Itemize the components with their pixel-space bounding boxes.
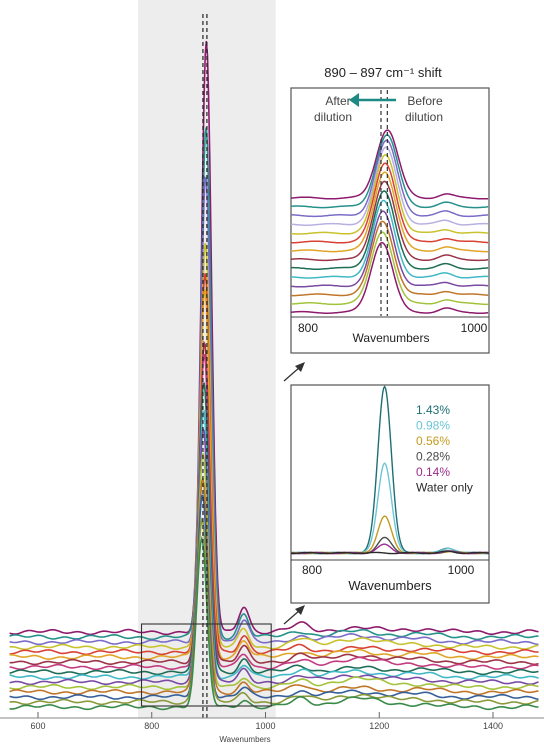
spectrum-line (9, 409, 539, 680)
callout-arrowhead (295, 362, 305, 372)
x-tick-label: 800 (144, 721, 159, 731)
spectrum-line (9, 340, 539, 666)
legend-entry: 0.28% (416, 450, 450, 464)
inset-marker-lines (380, 90, 388, 316)
x-axis-label: Wavenumbers (219, 735, 270, 744)
inset-concentration-spectra (290, 385, 490, 555)
legend-entry: 0.56% (416, 434, 450, 448)
inset-spectra (290, 129, 489, 314)
zoom-region-box (140, 623, 272, 707)
before-dilution-label: Before (407, 94, 443, 108)
before-dilution-label-line2: dilution (405, 110, 443, 124)
x-tick-label: 1400 (483, 721, 503, 731)
inset-spectrum-line (290, 199, 489, 279)
inset-spectrum-line (290, 146, 489, 226)
inset-spectrum-line (290, 171, 489, 253)
after-dilution-label-line2: dilution (314, 110, 352, 124)
main-spectra (9, 40, 539, 711)
inset-spectrum-line (290, 180, 489, 262)
arrow-head (349, 93, 359, 107)
legend: 1.43% 0.98% 0.56% 0.28% 0.14% Water only (416, 403, 473, 495)
legend-entry: 1.43% (416, 403, 450, 417)
callout-arrowhead (295, 605, 305, 615)
spectrum-line (9, 175, 539, 646)
spectrum-line (9, 494, 539, 701)
spectrum-line (9, 354, 539, 671)
main-marker-lines (202, 14, 208, 718)
spectrum-line (9, 289, 539, 661)
spectrum-line (9, 475, 539, 696)
inset-tick-label: 1000 (448, 563, 475, 577)
inset-spectrum-line (291, 190, 489, 270)
x-tick-label: 600 (30, 721, 45, 731)
spectrum-line (9, 517, 539, 706)
x-axis-ticks: 600 800 1000 1200 1400 (30, 712, 503, 731)
spectrum-line (9, 242, 539, 651)
callout-arrow-line (283, 366, 301, 382)
spectrum-line (9, 273, 539, 656)
callout-arrow-line (283, 609, 301, 625)
legend-entry: Water only (416, 481, 473, 495)
inset-x-axis-label: Wavenumbers (348, 578, 432, 593)
inset-title: 890 – 897 cm⁻¹ shift (324, 65, 442, 80)
callout-arrows (283, 362, 305, 625)
spectrum-line (9, 127, 539, 641)
after-dilution-label: After (325, 94, 350, 108)
inset-spectrum-line (290, 210, 489, 288)
inset-shift-panel: 890 – 897 cm⁻¹ shift After dilution Befo… (290, 65, 490, 354)
spectrum-line (9, 453, 539, 691)
inset-tick-label: 1000 (461, 321, 488, 335)
inset-tick-label: 800 (302, 563, 322, 577)
spectrum-line (9, 40, 539, 636)
inset-spectrum-line (291, 220, 489, 297)
inset-concentration-panel: 1.43% 0.98% 0.56% 0.28% 0.14% Water only… (290, 384, 490, 604)
inset-tick-label: 800 (298, 321, 318, 335)
x-tick-label: 1000 (255, 721, 275, 731)
x-tick-label: 1200 (369, 721, 389, 731)
inset-spectrum-line (291, 162, 489, 244)
inset-spectrum-line (290, 231, 489, 306)
spectrum-line (9, 426, 539, 686)
concentration-spectrum-line (291, 550, 490, 555)
inset-spectrum-line (290, 129, 489, 200)
inset-spectrum-line (290, 139, 489, 218)
inset-frame (290, 384, 490, 604)
spectrum-line (9, 382, 539, 676)
inset-spectrum-line (290, 134, 489, 209)
inset-x-axis-label: Wavenumbers (353, 331, 430, 345)
legend-entry: 0.14% (416, 465, 450, 479)
inset-spectrum-line (290, 241, 489, 314)
shift-arrow-icon (349, 93, 396, 107)
inset-spectrum-line (290, 153, 489, 235)
spectrum-line (9, 535, 539, 711)
legend-entry: 0.98% (416, 419, 450, 433)
